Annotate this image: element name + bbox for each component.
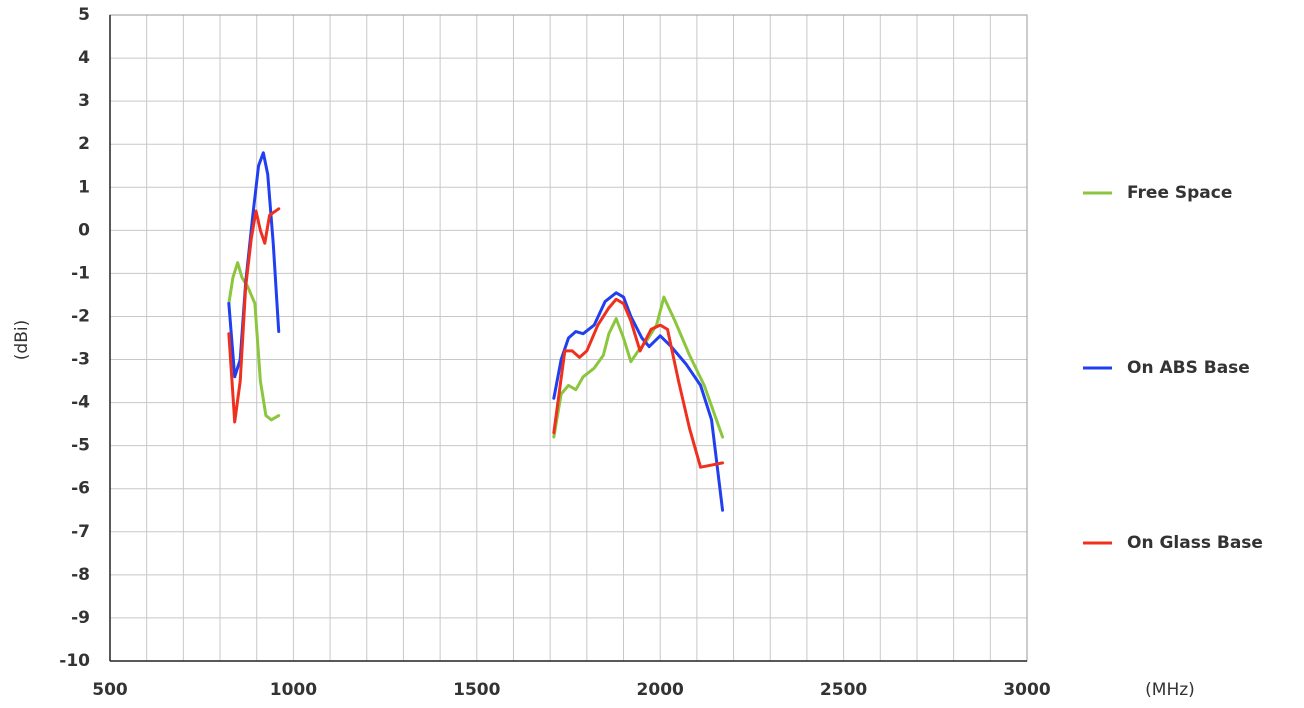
- legend-label: Free Space: [1127, 183, 1232, 203]
- series-line: [227, 207, 725, 469]
- legend-label: On Glass Base: [1127, 533, 1263, 553]
- y-tick-label: 1: [78, 177, 90, 197]
- y-tick-label: 3: [78, 91, 90, 111]
- x-tick-label: 1000: [270, 680, 317, 700]
- x-tick-label: 500: [92, 680, 128, 700]
- y-tick-label: -1: [71, 263, 90, 283]
- y-tick-label: -9: [71, 608, 90, 628]
- x-axis-label: (MHz): [1145, 680, 1195, 700]
- series-line: [227, 151, 725, 512]
- y-tick-label: -10: [59, 651, 90, 671]
- y-tick-label: -7: [71, 522, 90, 542]
- x-tick-label: 2000: [637, 680, 684, 700]
- y-tick-label: 0: [78, 220, 90, 240]
- y-tick-label: -5: [71, 436, 90, 456]
- y-tick-label: 5: [78, 5, 90, 25]
- y-tick-label: 4: [78, 48, 90, 68]
- y-tick-label: 2: [78, 134, 90, 154]
- y-axis-label: (dBi): [12, 320, 32, 360]
- y-tick-label: -2: [71, 306, 90, 326]
- series-line: [227, 261, 725, 439]
- y-tick-label: -3: [71, 350, 90, 370]
- x-tick-label: 1500: [453, 680, 500, 700]
- x-tick-label: 2500: [820, 680, 867, 700]
- x-tick-label: 3000: [1003, 680, 1050, 700]
- y-tick-label: -8: [71, 565, 90, 585]
- legend-label: On ABS Base: [1127, 358, 1250, 378]
- y-tick-label: -6: [71, 479, 90, 499]
- y-tick-label: -4: [71, 393, 90, 413]
